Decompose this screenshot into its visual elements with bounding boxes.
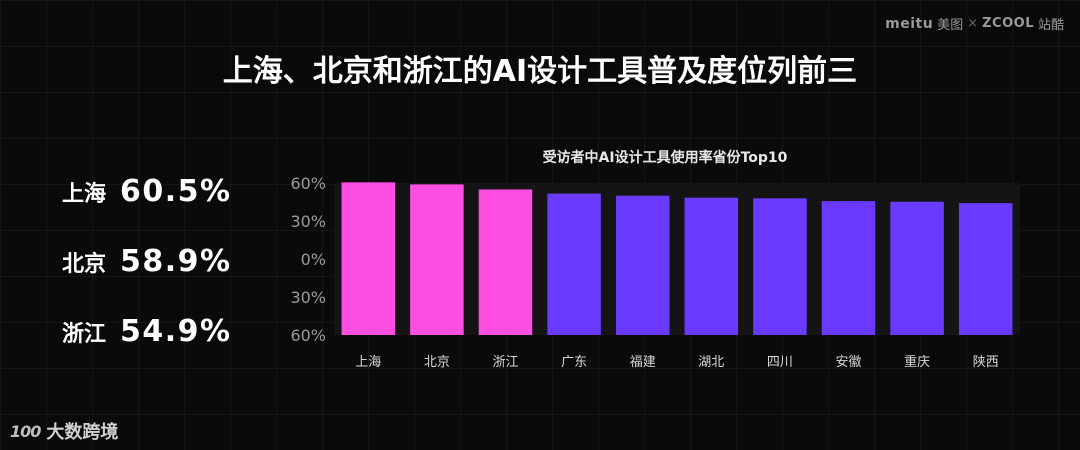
bar-湖北 [684, 197, 739, 335]
y-tick-label: 30% [290, 212, 326, 231]
bar-广东 [547, 193, 601, 335]
stat-province: 上海 [62, 182, 107, 207]
x-tick-label: 四川 [767, 355, 793, 370]
y-tick-label: 60% [290, 326, 326, 345]
stat-value: 58.9% [120, 244, 232, 279]
x-tick-label: 福建 [630, 355, 656, 370]
x-tick-label: 北京 [424, 355, 450, 370]
stat-value: 60.5% [120, 174, 232, 209]
stat-row-2: 北京 58.9% [62, 244, 232, 314]
stat-row-1: 上海 60.5% [62, 174, 232, 244]
y-tick-label: 60% [290, 174, 326, 193]
y-tick-label: 0% [301, 250, 326, 269]
bar-福建 [615, 195, 670, 335]
meitu-logo: meitu [885, 15, 934, 32]
bar-四川 [753, 198, 807, 335]
footer-logo: 100 大数跨境 [10, 418, 118, 444]
zcool-cn-label: 站酷 [1037, 18, 1064, 33]
page-title: 上海、北京和浙江的AI设计工具普及度位列前三 [222, 54, 858, 89]
zcool-logo: ZCOOL [982, 16, 1034, 31]
bar-陕西 [958, 203, 1013, 335]
chart-title: 受访者中AI设计工具使用率省份Top10 [542, 150, 788, 166]
stat-province: 浙江 [62, 322, 107, 347]
footer-brand-name: 大数跨境 [46, 422, 119, 443]
meitu-cn-label: 美图 [937, 18, 964, 33]
x-tick-label: 湖北 [698, 355, 724, 370]
bar-浙江 [478, 189, 533, 335]
x-tick-label: 广东 [561, 355, 587, 370]
brand-separator: × [967, 16, 979, 31]
bar-重庆 [890, 201, 944, 335]
bar-安徽 [821, 201, 876, 335]
stat-row-3: 浙江 54.9% [62, 314, 232, 384]
bar-上海 [341, 182, 396, 335]
bar-北京 [410, 184, 464, 335]
brand-logos: meitu 美图 × ZCOOL 站酷 [885, 14, 1064, 34]
dashukuajing-logo-icon: 100 [10, 421, 41, 441]
x-tick-label: 上海 [355, 355, 381, 370]
stat-value: 54.9% [120, 314, 232, 349]
x-tick-label: 陕西 [973, 355, 999, 370]
x-tick-label: 重庆 [904, 354, 930, 370]
stat-province: 北京 [62, 252, 107, 277]
x-tick-label: 浙江 [492, 355, 518, 370]
top3-stats: 上海 60.5% 北京 58.9% 浙江 54.9% [62, 174, 232, 384]
y-tick-label: 30% [290, 288, 326, 307]
x-tick-label: 安徽 [835, 355, 861, 370]
